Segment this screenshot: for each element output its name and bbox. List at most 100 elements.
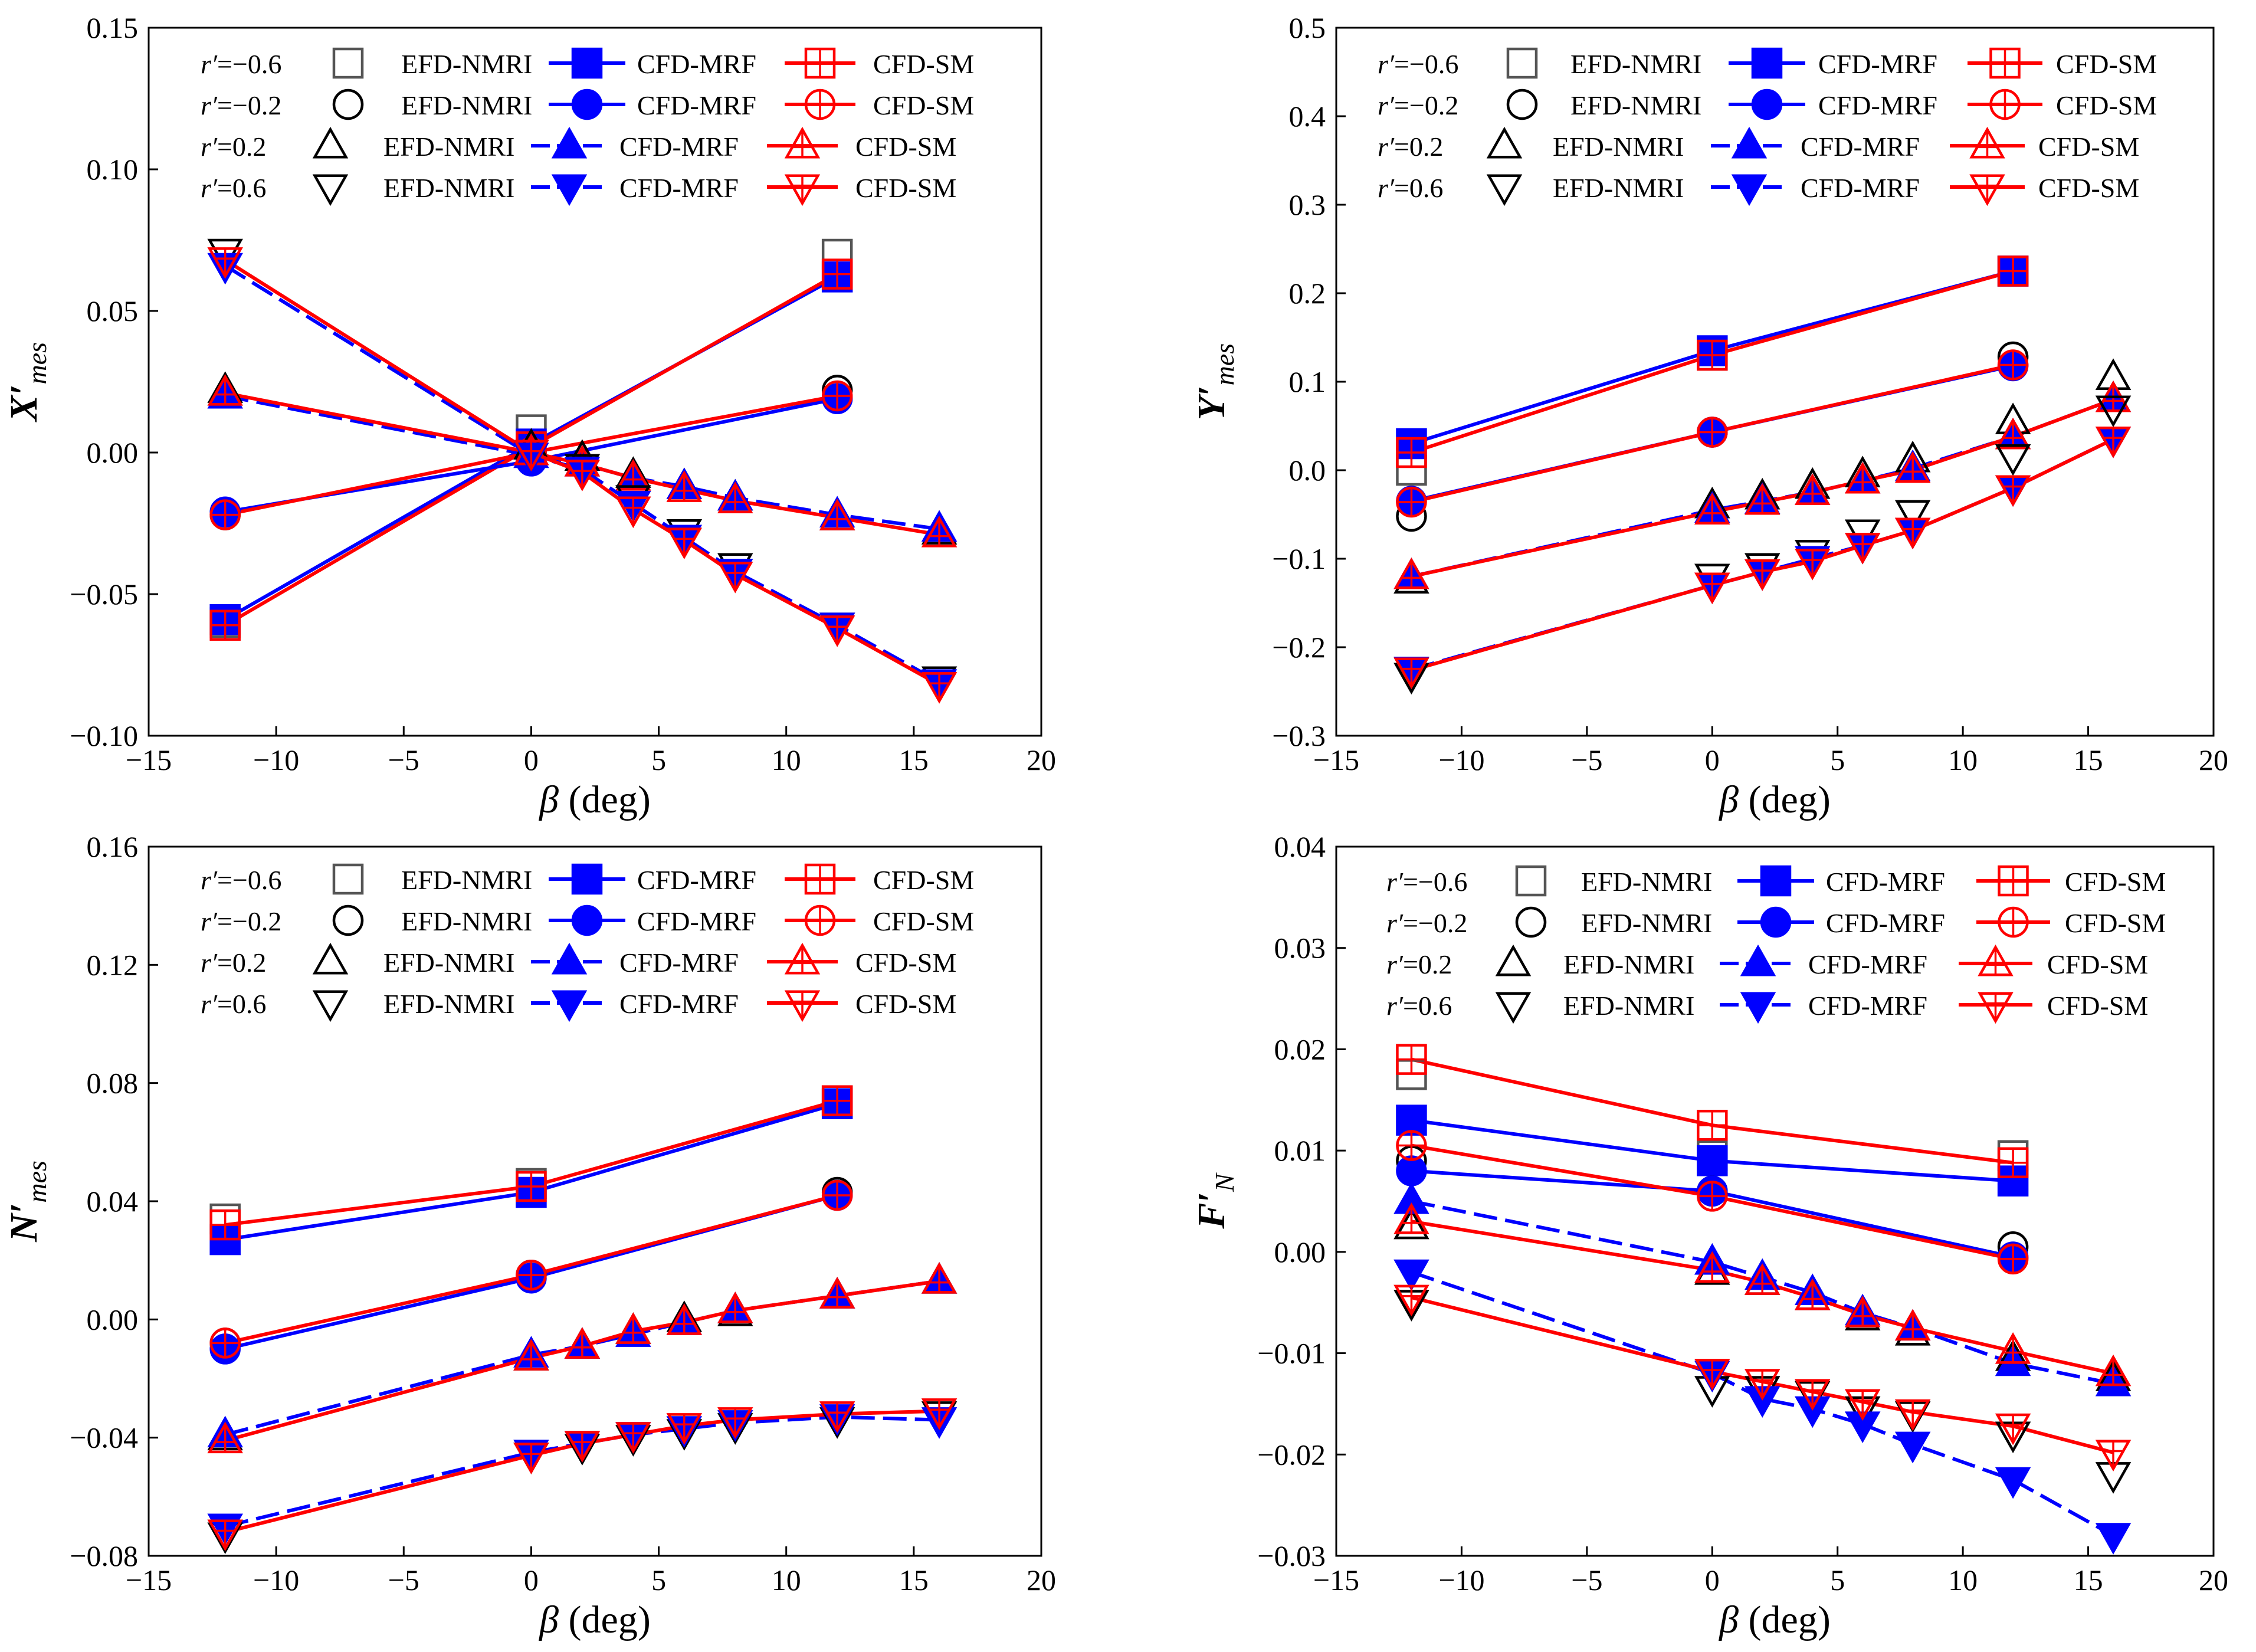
- legend-efd-marker: [1495, 992, 1532, 1024]
- sm-point: [1694, 493, 1730, 525]
- legend-efd-marker: [332, 863, 364, 895]
- legend-mrf-label: CFD-MRF: [1818, 49, 1937, 79]
- y-tick-label: 0.00: [1274, 1235, 1326, 1268]
- x-tick-label: −15: [1313, 1564, 1359, 1597]
- efd-point: [2095, 395, 2132, 428]
- legend-efd-label: EFD-NMRI: [1581, 867, 1712, 897]
- legend-sm-marker: [804, 47, 836, 79]
- sm-point: [564, 1431, 601, 1463]
- sm-point: [1995, 475, 2031, 507]
- x-tick-label: 15: [899, 743, 929, 776]
- legend-sm-label: CFD-SM: [2065, 908, 2166, 938]
- y-tick-label: −0.1: [1272, 542, 1326, 575]
- y-tick-label: 0.08: [87, 1067, 139, 1100]
- sm-point: [1694, 1251, 1730, 1283]
- x-tick-label: −10: [253, 743, 299, 776]
- legend-r-label: r′=0.6: [1378, 173, 1443, 203]
- sm-point: [615, 459, 651, 491]
- legend-efd-marker: [1506, 47, 1538, 79]
- sm-point: [207, 1519, 243, 1552]
- sm-point: [1894, 517, 1931, 550]
- sm-point: [1894, 1309, 1931, 1341]
- series-group-r-0.6: [207, 1398, 958, 1555]
- sm-point: [717, 561, 753, 594]
- legend-mrf-label: CFD-MRF: [637, 90, 756, 120]
- legend-sm-label: CFD-SM: [855, 173, 956, 203]
- y-tick-label: 0.03: [1274, 932, 1326, 965]
- plot-frame: [1335, 845, 2215, 1557]
- legend-sm-label: CFD-SM: [873, 49, 974, 79]
- legend-mrf-label: CFD-MRF: [1826, 908, 1945, 938]
- x-tick-label: −5: [388, 1564, 419, 1597]
- series-group-r-0.2: [1393, 1182, 2132, 1397]
- efd-point: [1995, 444, 2031, 476]
- legend-mrf-marker: [1731, 174, 1768, 206]
- sm-point: [207, 1421, 243, 1454]
- sm-point: [717, 1407, 753, 1439]
- y-tick-label: −0.03: [1257, 1539, 1326, 1572]
- legend-mrf-marker: [1751, 47, 1783, 79]
- legend-r-label: r′=−0.6: [201, 49, 281, 79]
- y-tick-label: −0.04: [70, 1421, 138, 1454]
- legend-sm-label: CFD-SM: [855, 948, 956, 978]
- y-tick-label: −0.3: [1272, 719, 1326, 752]
- series-group-r-0.6: [1393, 395, 2132, 695]
- x-tick-label: 20: [2199, 1564, 2228, 1597]
- sm-point: [615, 1312, 651, 1344]
- x-tick-label: 0: [524, 1564, 539, 1597]
- legend-efd-marker: [332, 47, 364, 79]
- legend-r-label: r′=0.6: [201, 989, 266, 1019]
- sm-point: [1745, 483, 1780, 515]
- legend-mrf-label: CFD-MRF: [637, 865, 756, 895]
- legend-efd-marker: [1486, 126, 1523, 159]
- y-axis-label: F′N: [1190, 1172, 1240, 1230]
- y-axis-label: Y′mes: [1190, 343, 1240, 420]
- sm-point: [1844, 533, 1881, 565]
- x-tick-label: 20: [1027, 1564, 1056, 1597]
- legend-sm-label: CFD-SM: [873, 865, 974, 895]
- legend-efd-label: EFD-NMRI: [383, 948, 514, 978]
- legend-efd-marker: [312, 174, 349, 206]
- legend-sm-marker: [784, 174, 821, 206]
- sm-point: [2095, 1440, 2132, 1472]
- legend: r′=−0.6 EFD-NMRI CFD-MRF CFD-SM r′=−0.2 EFD-N…: [201, 47, 974, 206]
- legend-mrf-marker: [551, 174, 588, 206]
- legend-sm-label: CFD-SM: [2047, 949, 2148, 979]
- x-tick-label: −5: [1571, 1564, 1602, 1597]
- sm-point: [1794, 473, 1831, 505]
- x-tick-label: −10: [253, 1564, 299, 1597]
- legend-efd-marker: [332, 904, 364, 936]
- sm-point: [1393, 557, 1429, 589]
- legend-mrf-marker: [1760, 906, 1792, 938]
- legend-r-label: r′=0.2: [1378, 132, 1443, 162]
- sm-point: [1995, 1413, 2031, 1446]
- legend-efd-marker: [1506, 88, 1538, 120]
- sm-point: [666, 527, 703, 559]
- sm-point: [1694, 572, 1730, 605]
- legend-mrf-label: CFD-MRF: [1801, 173, 1920, 203]
- sm-point: [1997, 349, 2029, 381]
- sm-point: [921, 1262, 958, 1294]
- legend-sm-marker: [1989, 88, 2021, 120]
- series-group-r-0.2: [207, 1262, 958, 1454]
- legend-efd-label: EFD-NMRI: [401, 906, 532, 936]
- sm-point: [1396, 486, 1427, 518]
- legend-sm-label: CFD-SM: [2038, 132, 2139, 162]
- legend-r-label: r′=0.6: [201, 173, 266, 203]
- sm-point: [615, 496, 651, 529]
- y-tick-label: 0.04: [87, 1185, 139, 1218]
- x-tick-label: −15: [1313, 743, 1359, 776]
- legend-r-label: r′=−0.2: [201, 906, 281, 936]
- legend-sm-marker: [784, 126, 821, 159]
- y-tick-label: 0.4: [1289, 100, 1326, 133]
- sm-point: [666, 470, 703, 502]
- sm-point: [1794, 1379, 1831, 1411]
- x-tick-label: 10: [772, 1564, 801, 1597]
- x-tick-label: −5: [1571, 743, 1602, 776]
- legend-mrf-label: CFD-MRF: [1808, 949, 1927, 979]
- legend-mrf-marker: [551, 942, 588, 975]
- x-axis-label: β (deg): [1718, 778, 1831, 821]
- chart-panel-fn: −15 −10 −5 0 5 10 15 20 −0.03 −0.02 −0.01 0.00 0.01 0…: [1190, 830, 2228, 1641]
- legend-r-label: r′=−0.2: [201, 90, 281, 120]
